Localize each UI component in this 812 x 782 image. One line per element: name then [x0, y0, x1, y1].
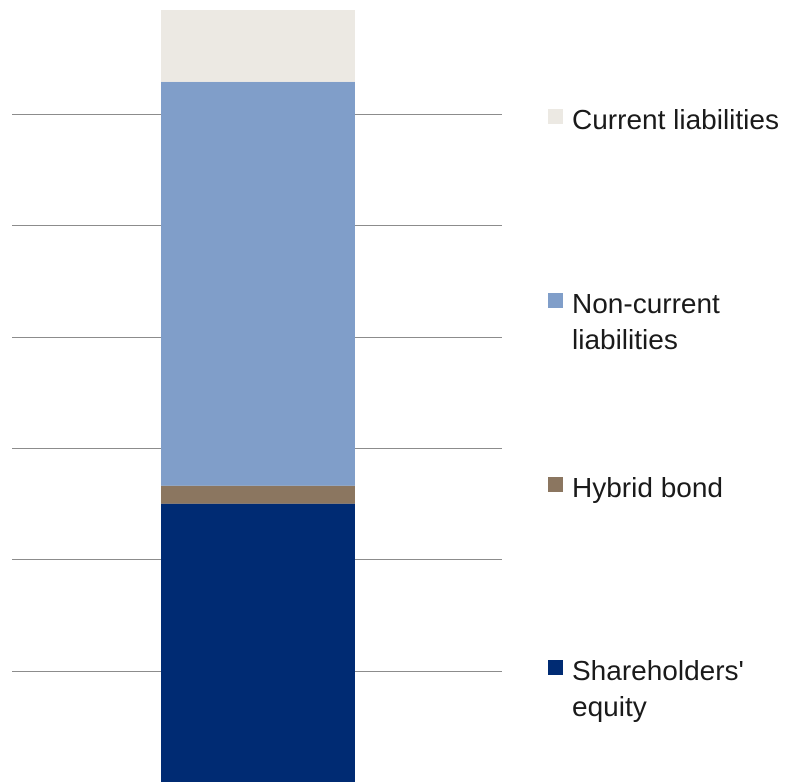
legend-label: Non-current liabilities [572, 288, 720, 355]
bar-segment-current-liabilities [161, 10, 355, 82]
legend-item-shareholders-equity: Shareholders' equity [548, 653, 812, 725]
legend-item-non-current-liabilities: Non-current liabilities [548, 286, 812, 358]
bar-segment-shareholders-equity [161, 503, 355, 782]
legend-item-hybrid-bond: Hybrid bond [548, 470, 812, 506]
bar-stack [161, 10, 355, 782]
legend-item-current-liabilities: Current liabilities [548, 102, 812, 138]
legend-swatch [548, 109, 563, 124]
legend-swatch [548, 477, 563, 492]
legend-label: Current liabilities [572, 104, 779, 135]
legend-swatch [548, 660, 563, 675]
legend-label: Hybrid bond [572, 472, 723, 503]
bar-segment-non-current-liabilities [161, 81, 355, 486]
legend-label: Shareholders' equity [572, 655, 744, 722]
legend-swatch [548, 293, 563, 308]
bar-segment-hybrid-bond [161, 485, 355, 504]
